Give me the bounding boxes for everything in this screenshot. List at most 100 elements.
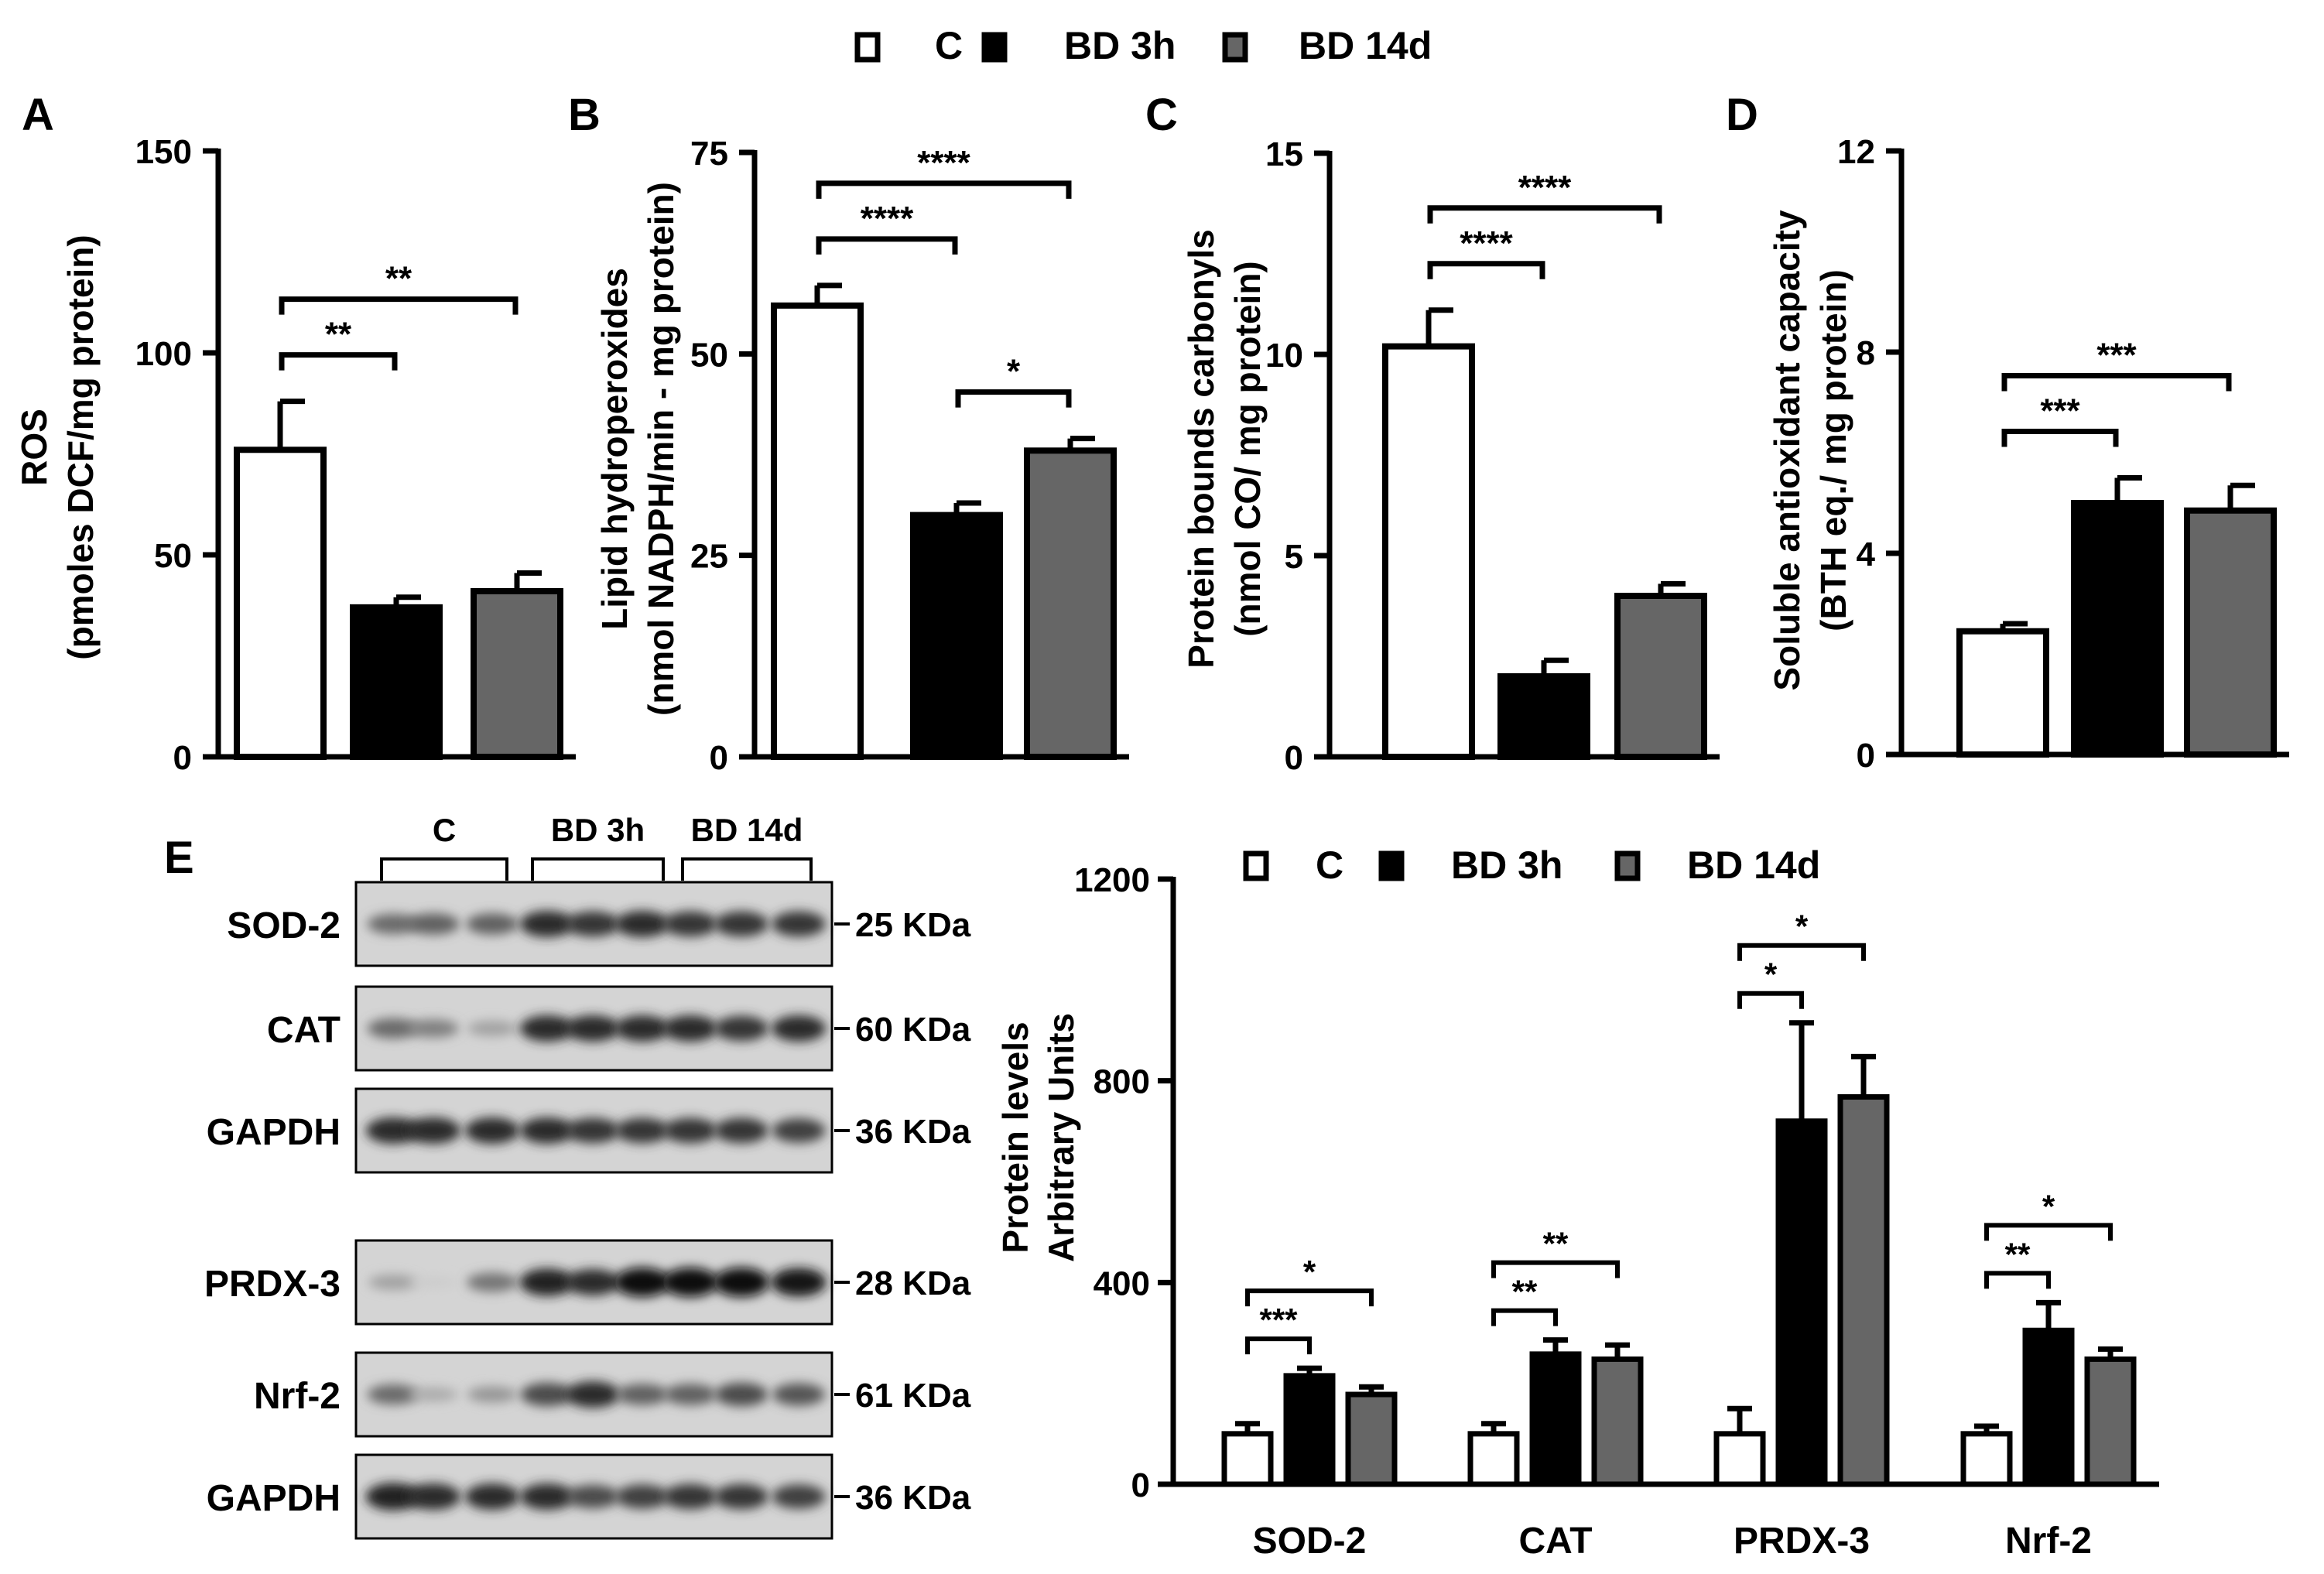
- y-tick-label: 15: [1265, 135, 1303, 173]
- panel-e-protein-levels-chart: C BD 3h BD 14d Protein levels Arbitrary Unit…: [995, 843, 2159, 1562]
- blot-band: [368, 1275, 418, 1290]
- significance-bracket: [2001, 373, 2232, 392]
- chart-e-significance-bracket: [1737, 991, 1804, 1009]
- blot-group-label-bd-3h: BD 3h: [551, 812, 645, 848]
- blot-band: [519, 1483, 575, 1511]
- y-tick-label: 5: [1285, 538, 1303, 576]
- blot-band: [519, 910, 575, 938]
- y-axis-label-line-1: Soluble antioxidant capacity: [1767, 210, 1807, 691]
- chart-e-y-tick-label: 800: [1094, 1063, 1150, 1101]
- blot-band: [367, 1384, 419, 1405]
- legend-swatch-bd-14d: [1222, 32, 1248, 63]
- y-axis-label-line-1: ROS: [14, 409, 54, 486]
- chart-e-significance-bracket: [1245, 1288, 1374, 1307]
- bar-bd-3h: [350, 604, 443, 760]
- blot-band: [714, 1268, 769, 1297]
- panel-c-protein-carbonyls-chart: C Protein bounds carbonyls (nmol CO/ mg pr…: [1145, 90, 1720, 777]
- blot-protein-label-cat: CAT: [267, 1010, 341, 1051]
- bar-c: [771, 302, 864, 760]
- chart-e-y-tick-label: 1200: [1074, 861, 1150, 899]
- blot-band: [772, 1484, 826, 1509]
- bar-bd-14d: [1614, 593, 1707, 760]
- blot-group-bracket: [681, 857, 813, 881]
- y-tick-label: 8: [1857, 334, 1875, 372]
- blot-band: [662, 1015, 718, 1042]
- chart-e-x-category-cat: CAT: [1518, 1521, 1592, 1562]
- significance-bracket: [2001, 429, 2119, 447]
- blot-band: [467, 1386, 518, 1403]
- bar-cat-bd-3h: [1529, 1351, 1582, 1487]
- significance-bracket: [816, 180, 1072, 199]
- chart-e-legend-label-bd-3h: BD 3h: [1451, 843, 1562, 887]
- significance-bracket: [279, 352, 398, 371]
- bar-bd-3h: [910, 512, 1003, 760]
- blot-protein-label-sod-2: SOD-2: [227, 905, 341, 946]
- blot-protein-label-nrf-2: Nrf-2: [254, 1376, 341, 1417]
- blot-group-bracket: [380, 857, 508, 881]
- legend-label-bd-3h: BD 3h: [1064, 24, 1176, 67]
- bar-c: [1382, 343, 1475, 761]
- y-axis-label-line-2: (nmol CO/ mg protein): [1227, 261, 1268, 637]
- blot-band: [615, 1484, 669, 1509]
- panel-d-antioxidant-capacity-chart: D Soluble antioxidant capacity (BTH eq./ m…: [1726, 90, 2289, 775]
- blot-band: [519, 1015, 575, 1042]
- blot-band: [406, 1483, 461, 1511]
- panel-letter-b: B: [568, 90, 601, 140]
- blot-band: [466, 913, 519, 935]
- significance-label: ****: [1460, 224, 1513, 262]
- y-axis-label-line-2: (pmoles DCF/mg protein): [60, 234, 101, 659]
- bar-bd-3h: [2071, 500, 2164, 758]
- chart-e-x-category-nrf-2: Nrf-2: [2005, 1521, 2092, 1562]
- blot-band: [408, 1019, 459, 1038]
- bar-bd-3h: [1497, 673, 1590, 760]
- y-tick-label: 12: [1837, 133, 1875, 171]
- blot-band: [664, 1384, 717, 1405]
- blot-band: [365, 1483, 421, 1511]
- blot-band: [772, 1118, 826, 1143]
- blot-band: [565, 1381, 621, 1408]
- y-tick-label: 150: [135, 133, 192, 171]
- legend-swatch-bd-3h: [981, 32, 1008, 63]
- blot-band: [614, 910, 670, 938]
- legend-top: C BD 3h BD 14d: [854, 24, 1432, 67]
- blot-kda-label: 36 KDa: [855, 1113, 971, 1151]
- panel-letter-a: A: [22, 90, 54, 140]
- blot-group-bracket: [531, 857, 665, 881]
- panel-letter-d: D: [1726, 90, 1758, 140]
- blot-band: [406, 1117, 461, 1145]
- blot-band: [772, 1383, 825, 1406]
- bar-cat-bd-14d: [1591, 1356, 1644, 1487]
- y-axis-label-line-2: (nmol NADPH/min - mg protein): [641, 182, 681, 716]
- blot-band: [467, 1272, 518, 1292]
- blot-kda-label: 36 KDa: [855, 1479, 971, 1517]
- blot-band: [771, 1268, 827, 1297]
- blot-kda-label: 61 KDa: [855, 1377, 971, 1415]
- blot-band: [464, 1117, 520, 1145]
- panel-letter-e: E: [164, 833, 194, 883]
- y-tick-label: 0: [1285, 739, 1303, 777]
- chart-e-y-tick-label: 400: [1094, 1264, 1150, 1302]
- significance-label: *: [1007, 353, 1021, 391]
- y-axis-label-line-2: (BTH eq./ mg protein): [1813, 269, 1853, 631]
- blot-band: [519, 1268, 575, 1296]
- bar-prdx-3-c: [1713, 1431, 1766, 1487]
- blot-band: [714, 1117, 768, 1144]
- chart-e-significance-bracket: [1984, 1271, 2051, 1289]
- significance-bracket: [955, 389, 1072, 408]
- y-tick-label: 4: [1857, 536, 1876, 573]
- chart-e-legend-label-c: C: [1316, 843, 1343, 887]
- blot-band: [409, 1387, 458, 1402]
- bar-bd-14d: [2184, 507, 2277, 758]
- y-tick-label: 50: [690, 336, 728, 374]
- chart-e-y-axis-label-line-1: Protein levels: [995, 1021, 1035, 1253]
- panel-e-western-blot: E C BD 3h BD 14d SOD-2 25 KDa CAT 60 KDa GAPDH 36…: [164, 812, 971, 1540]
- y-tick-label: 100: [135, 335, 192, 373]
- bar-prdx-3-bd-3h: [1775, 1118, 1828, 1487]
- blot-band: [714, 1382, 768, 1407]
- chart-e-significance-bracket: [1491, 1308, 1558, 1326]
- chart-e-significance-bracket: [1984, 1223, 2113, 1241]
- y-axis-label-line-1: Lipid hydroperoxides: [594, 268, 635, 630]
- bar-nrf-2-c: [1960, 1431, 2013, 1487]
- significance-label: ****: [861, 200, 914, 238]
- chart-e-significance-label: *: [2042, 1188, 2055, 1224]
